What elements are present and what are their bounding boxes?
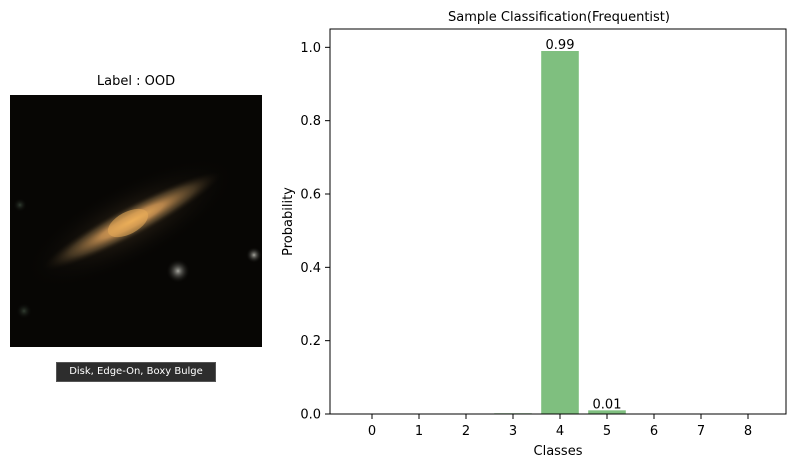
y-axis-label: Probability [281,187,296,256]
x-tick-label: 6 [650,424,658,439]
y-tick-label: 0.0 [300,408,321,423]
x-tick-label: 2 [462,424,470,439]
x-tick-label: 8 [744,424,752,439]
image-caption: Disk, Edge-On, Boxy Bulge [56,362,216,382]
x-tick-label: 5 [603,424,611,439]
y-tick-label: 0.2 [300,334,321,349]
x-axis-label: Classes [534,444,583,459]
plot-frame [329,28,787,415]
bar-class-4 [541,51,579,414]
y-tick-label: 0.8 [300,114,321,129]
x-tick-label: 4 [556,424,564,439]
x-tick-label: 7 [697,424,705,439]
y-tick-label: 0.4 [300,261,321,276]
y-tick-label: 1.0 [300,41,321,56]
galaxy-image [10,95,262,347]
x-tick-label: 1 [415,424,423,439]
image-title: Label : OOD [96,74,176,89]
chart-title: Sample Classification(Frequentist) [448,10,670,25]
data-label-class-4: 0.99 [546,38,575,53]
bar-class-5 [588,410,626,414]
x-tick-label: 3 [509,424,517,439]
x-tick-label: 0 [368,424,376,439]
data-label-class-5: 0.01 [593,397,622,412]
y-tick-label: 0.6 [300,188,321,203]
